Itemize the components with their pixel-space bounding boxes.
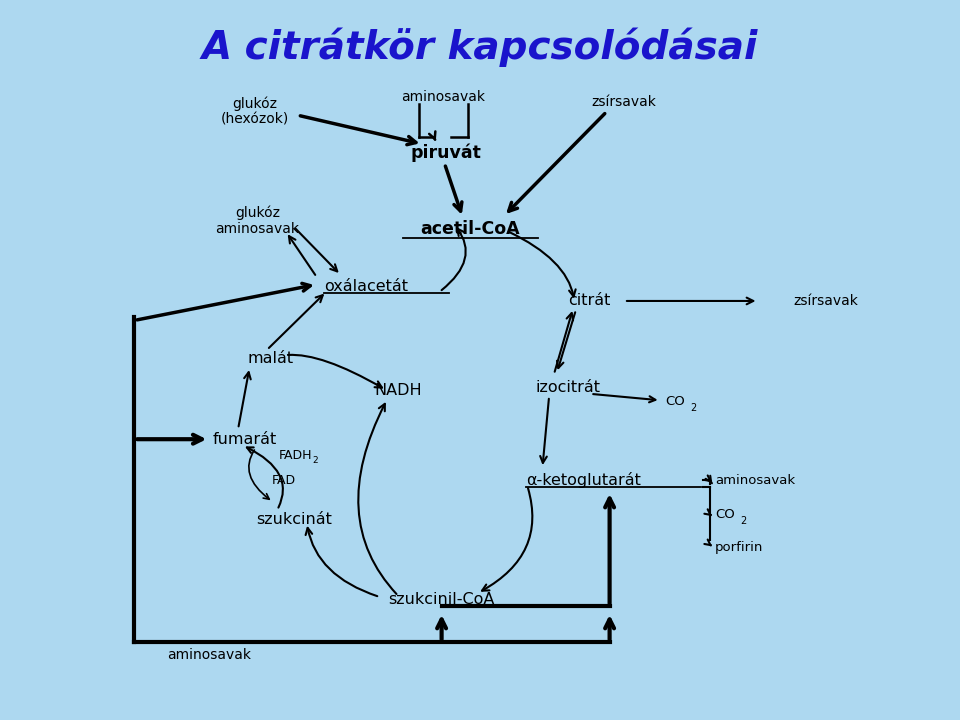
FancyArrowPatch shape [705, 475, 711, 482]
FancyArrowPatch shape [605, 619, 614, 639]
Text: α-ketoglutarát: α-ketoglutarát [526, 472, 641, 488]
Text: aminosavak: aminosavak [401, 90, 486, 104]
Text: glukóz
(hexózok): glukóz (hexózok) [220, 96, 289, 127]
FancyArrowPatch shape [137, 284, 310, 320]
FancyArrowPatch shape [705, 509, 711, 516]
FancyArrowPatch shape [247, 447, 283, 508]
FancyArrowPatch shape [705, 539, 711, 546]
Text: aminosavak: aminosavak [167, 648, 252, 662]
Text: FADH: FADH [278, 449, 312, 462]
FancyArrowPatch shape [593, 394, 656, 402]
FancyArrowPatch shape [706, 476, 712, 483]
FancyArrowPatch shape [358, 404, 396, 594]
FancyArrowPatch shape [605, 498, 614, 603]
FancyArrowPatch shape [627, 297, 754, 305]
FancyArrowPatch shape [296, 229, 337, 271]
FancyArrowPatch shape [540, 399, 549, 463]
Text: izocitrát: izocitrát [536, 380, 601, 395]
Text: fumarát: fumarát [213, 432, 277, 446]
FancyArrowPatch shape [137, 435, 202, 444]
Text: FAD: FAD [272, 474, 296, 487]
FancyArrowPatch shape [442, 229, 466, 290]
Text: acetil-CoA: acetil-CoA [420, 220, 520, 238]
FancyArrowPatch shape [555, 313, 573, 372]
Text: 2: 2 [312, 456, 318, 465]
Text: piruvát: piruvát [411, 143, 482, 162]
Text: aminosavak: aminosavak [715, 474, 795, 487]
Text: porfirin: porfirin [715, 541, 763, 554]
Text: oxálacetát: oxálacetát [324, 279, 409, 294]
Text: citrát: citrát [568, 294, 611, 308]
FancyArrowPatch shape [509, 114, 605, 211]
Text: szukcinát: szukcinát [256, 513, 332, 527]
Text: glukóz
aminosavak: glukóz aminosavak [215, 206, 300, 236]
FancyArrowPatch shape [288, 355, 382, 387]
Text: szukcinil-CoA: szukcinil-CoA [389, 593, 494, 607]
Text: A citrátkör kapcsolódásai: A citrátkör kapcsolódásai [202, 27, 758, 66]
Text: CO: CO [665, 395, 685, 408]
FancyArrowPatch shape [239, 372, 251, 426]
FancyArrowPatch shape [445, 166, 462, 211]
FancyArrowPatch shape [305, 528, 377, 596]
FancyArrowPatch shape [509, 232, 576, 297]
FancyArrowPatch shape [557, 312, 575, 368]
FancyArrowPatch shape [437, 619, 446, 639]
FancyArrowPatch shape [289, 236, 315, 275]
Text: NADH: NADH [374, 383, 422, 397]
Text: 2: 2 [690, 402, 697, 413]
Text: CO: CO [715, 508, 735, 521]
Text: malát: malát [248, 351, 294, 366]
FancyArrowPatch shape [482, 488, 533, 590]
Text: zsírsavak: zsírsavak [793, 294, 858, 308]
FancyArrowPatch shape [249, 450, 269, 499]
Text: 2: 2 [740, 516, 747, 526]
FancyArrowPatch shape [269, 295, 323, 348]
FancyArrowPatch shape [300, 116, 416, 145]
FancyArrowPatch shape [429, 131, 435, 140]
Text: zsírsavak: zsírsavak [591, 95, 657, 109]
